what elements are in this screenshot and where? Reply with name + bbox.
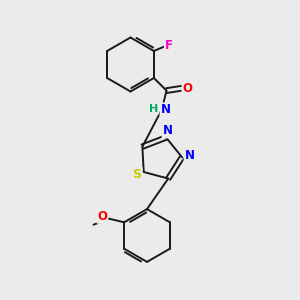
Text: H: H [149,103,158,114]
Text: O: O [98,210,107,223]
Text: S: S [133,168,142,181]
Text: O: O [182,82,193,95]
Text: N: N [184,149,195,162]
Text: N: N [160,103,171,116]
Text: N: N [163,124,172,137]
Text: F: F [165,39,173,52]
